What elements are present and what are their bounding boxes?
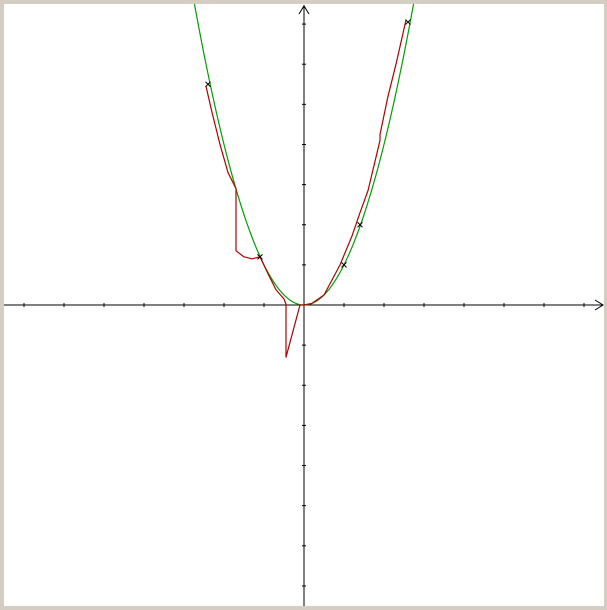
x-axis-arrowhead	[594, 299, 604, 311]
data-point-marker	[205, 81, 211, 88]
data-point-marker	[341, 262, 347, 268]
data-point-marker	[257, 253, 263, 260]
marker-stroke	[257, 253, 263, 260]
y-axis-arrowhead	[298, 5, 310, 15]
marker-stroke	[205, 81, 211, 88]
marker-stroke	[357, 221, 363, 228]
marker-stroke	[341, 262, 347, 268]
marker-group	[205, 19, 411, 268]
series-group	[193, 4, 415, 358]
marker-stroke	[405, 19, 411, 25]
data-point-marker	[357, 221, 363, 228]
plot-canvas	[4, 4, 604, 606]
series-line-approximation	[205, 19, 407, 358]
data-point-marker	[405, 19, 411, 25]
